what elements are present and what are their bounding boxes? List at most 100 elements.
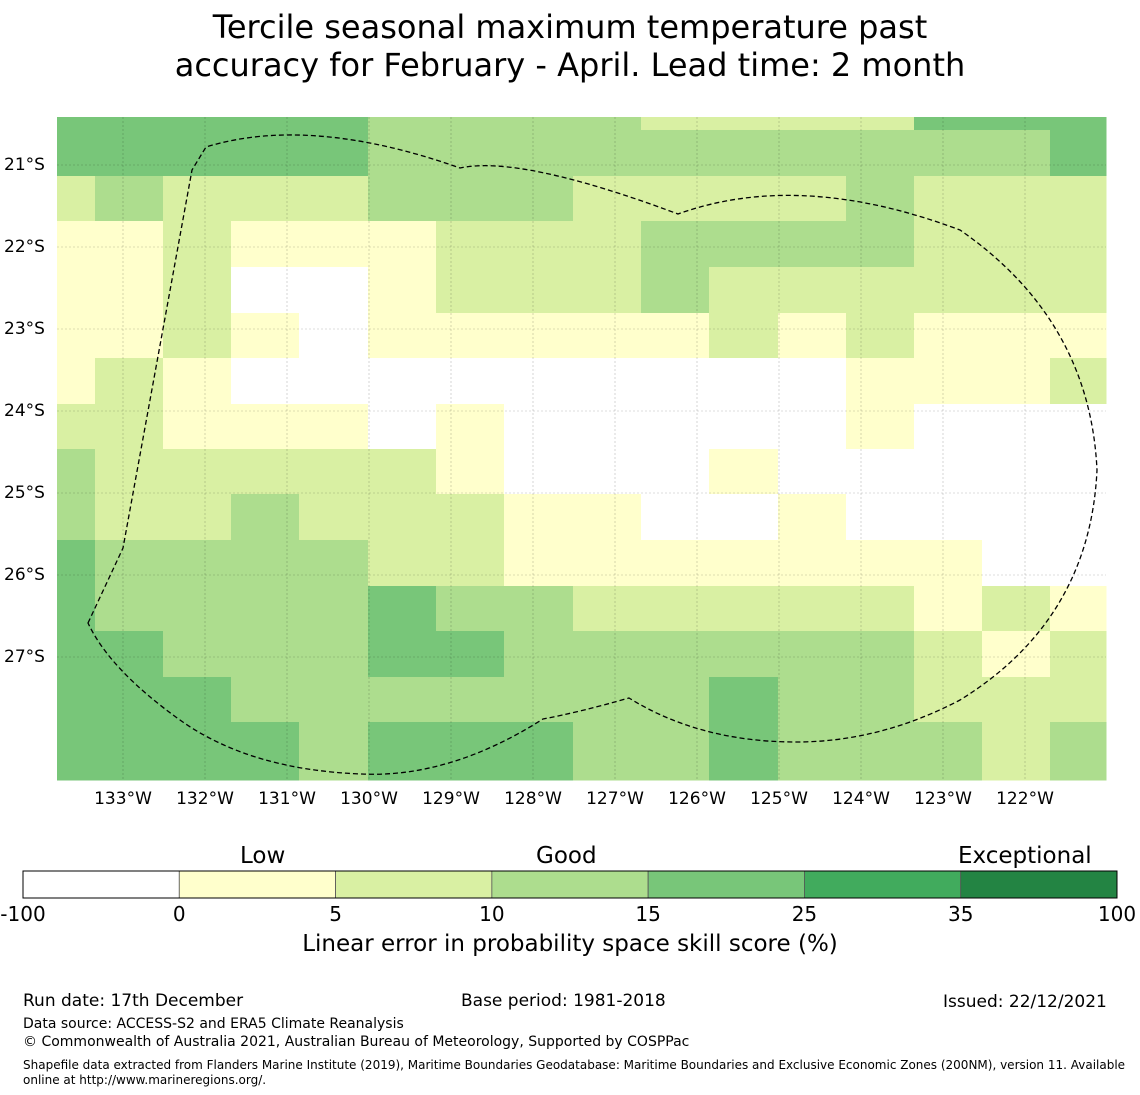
grid-cell	[573, 358, 642, 405]
grid-cell	[368, 267, 437, 314]
grid-cell	[368, 449, 437, 495]
colorbar-tick-label: 100	[1097, 902, 1137, 926]
grid-cell	[163, 130, 232, 177]
grid-cell	[914, 494, 983, 541]
grid-cell	[846, 677, 915, 723]
grid-cell	[231, 313, 300, 359]
grid-cell	[299, 358, 369, 405]
colorbar-label: Linear error in probability space skill …	[302, 931, 838, 957]
grid-cell	[709, 130, 779, 177]
grid-cell	[368, 130, 437, 177]
grid-cell	[368, 117, 437, 131]
grid-cell	[504, 494, 574, 541]
grid-cell	[57, 176, 96, 222]
grid-cell	[299, 540, 369, 587]
grid-cell	[846, 176, 915, 222]
grid-cell	[163, 267, 232, 314]
grid-cell	[778, 117, 847, 131]
grid-cell	[231, 722, 300, 781]
grid-cell	[982, 722, 1051, 781]
colorbar-tick-label: 15	[635, 902, 661, 926]
grid-cell	[299, 449, 369, 495]
colorbar-segment	[491, 870, 649, 899]
grid-cell	[436, 313, 505, 359]
grid-cell	[163, 221, 232, 268]
grid-cell	[1050, 130, 1107, 177]
grid-cell	[778, 540, 847, 587]
grid-cell	[436, 221, 505, 268]
grid-cell	[641, 677, 710, 723]
grid-cell	[57, 540, 96, 587]
colorbar-segment	[22, 870, 180, 899]
grid-cell	[846, 631, 915, 678]
grid-cell	[709, 404, 779, 450]
grid-cell	[914, 358, 983, 405]
grid-cell	[299, 494, 369, 541]
grid-cell	[368, 313, 437, 359]
grid-cell	[914, 313, 983, 359]
grid-cell	[504, 267, 574, 314]
grid-cell	[1050, 586, 1107, 632]
grid-cell	[641, 494, 710, 541]
grid-cell	[1050, 677, 1107, 723]
grid-cell	[914, 176, 983, 222]
grid-cell	[778, 586, 847, 632]
grid-cell	[231, 586, 300, 632]
grid-cell	[641, 117, 710, 131]
grid-cell	[1050, 631, 1107, 678]
grid-cell	[641, 267, 710, 314]
grid-cell	[504, 677, 574, 723]
latitude-label: 21°S	[4, 155, 45, 175]
grid-cell	[982, 313, 1051, 359]
grid-cell	[778, 221, 847, 268]
grid-cell	[641, 221, 710, 268]
grid-cell	[709, 677, 779, 723]
grid-cell	[163, 117, 232, 131]
grid-cell	[504, 722, 574, 781]
latitude-label: 23°S	[4, 319, 45, 339]
grid-cell	[641, 722, 710, 781]
grid-cell	[57, 722, 96, 781]
grid-cell	[436, 494, 505, 541]
grid-cell	[1050, 117, 1107, 131]
grid-cell	[95, 221, 164, 268]
grid-cell	[709, 313, 779, 359]
grid-cell	[573, 117, 642, 131]
grid-cell	[368, 677, 437, 723]
grid-cell	[778, 313, 847, 359]
grid-cell	[573, 267, 642, 314]
grid-cell	[1050, 722, 1107, 781]
grid-cell	[709, 722, 779, 781]
grid-cell	[778, 404, 847, 450]
grid-cell	[914, 586, 983, 632]
grid-cell	[163, 631, 232, 678]
grid-cell	[914, 117, 983, 131]
grid-cell	[846, 540, 915, 587]
grid-cell	[504, 176, 574, 222]
colorbar-tick-label: 10	[479, 902, 505, 926]
colorbar-segment	[960, 870, 1118, 899]
grid-cell	[982, 176, 1051, 222]
grid-cell	[914, 404, 983, 450]
grid-cell	[1050, 267, 1107, 314]
latitude-label: 27°S	[4, 647, 45, 667]
grid-cell	[982, 631, 1051, 678]
grid-cell	[436, 722, 505, 781]
colorbar-tick-label: 5	[329, 902, 342, 926]
latitude-label: 24°S	[4, 401, 45, 421]
grid-cell	[163, 677, 232, 723]
grid-cell	[57, 117, 96, 131]
grid-cell	[231, 117, 300, 131]
grid-cell	[163, 358, 232, 405]
grid-cell	[299, 722, 369, 781]
grid-cell	[299, 404, 369, 450]
colorbar-tick-label: 35	[947, 902, 974, 926]
chart-title-line-2: accuracy for February - April. Lead time…	[174, 46, 966, 84]
grid-cell	[641, 313, 710, 359]
grid-cell	[914, 267, 983, 314]
grid-cell	[709, 631, 779, 678]
grid-cell	[57, 494, 96, 541]
legend-category-low: Low	[240, 843, 286, 869]
grid-cell	[1050, 221, 1107, 268]
grid-cell	[982, 540, 1051, 587]
